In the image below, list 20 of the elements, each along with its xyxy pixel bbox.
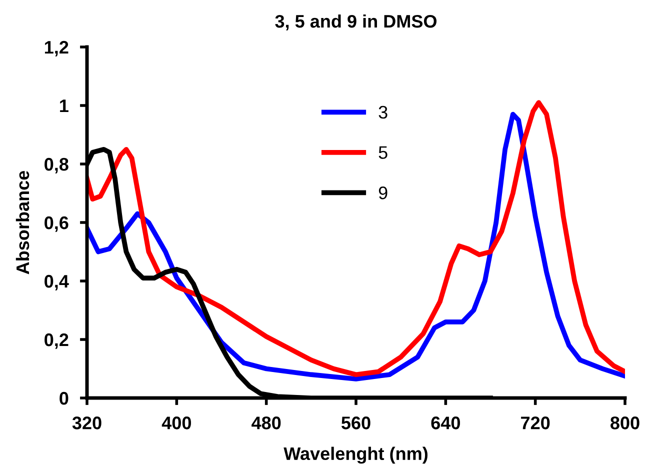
- legend-label: 5: [378, 146, 388, 159]
- x-tick-label: 720: [521, 416, 550, 430]
- x-tick-label: 640: [431, 416, 460, 430]
- y-tick-label: 0,2: [44, 333, 68, 349]
- y-tick-label: 0: [60, 392, 68, 405]
- y-axis-title: Absorbance: [16, 170, 30, 274]
- y-tick-label: 0,8: [44, 158, 68, 174]
- y-tick-label: 1: [60, 100, 68, 112]
- legend-label: 9: [378, 186, 388, 200]
- x-tick-label: 800: [610, 416, 640, 430]
- chart-title: 3, 5 and 9 in DMSO: [275, 14, 437, 30]
- x-tick-label: 400: [162, 416, 191, 430]
- y-tick-label: 1,2: [44, 40, 68, 56]
- x-tick-label: 560: [341, 416, 370, 430]
- legend-label: 3: [378, 106, 388, 119]
- x-tick-label: 320: [72, 416, 102, 430]
- y-tick-label: 0,6: [44, 216, 68, 232]
- x-tick-label: 480: [252, 416, 281, 430]
- x-axis-title: Wavelenght (nm): [284, 446, 428, 464]
- y-tick-label: 0,4: [44, 274, 69, 290]
